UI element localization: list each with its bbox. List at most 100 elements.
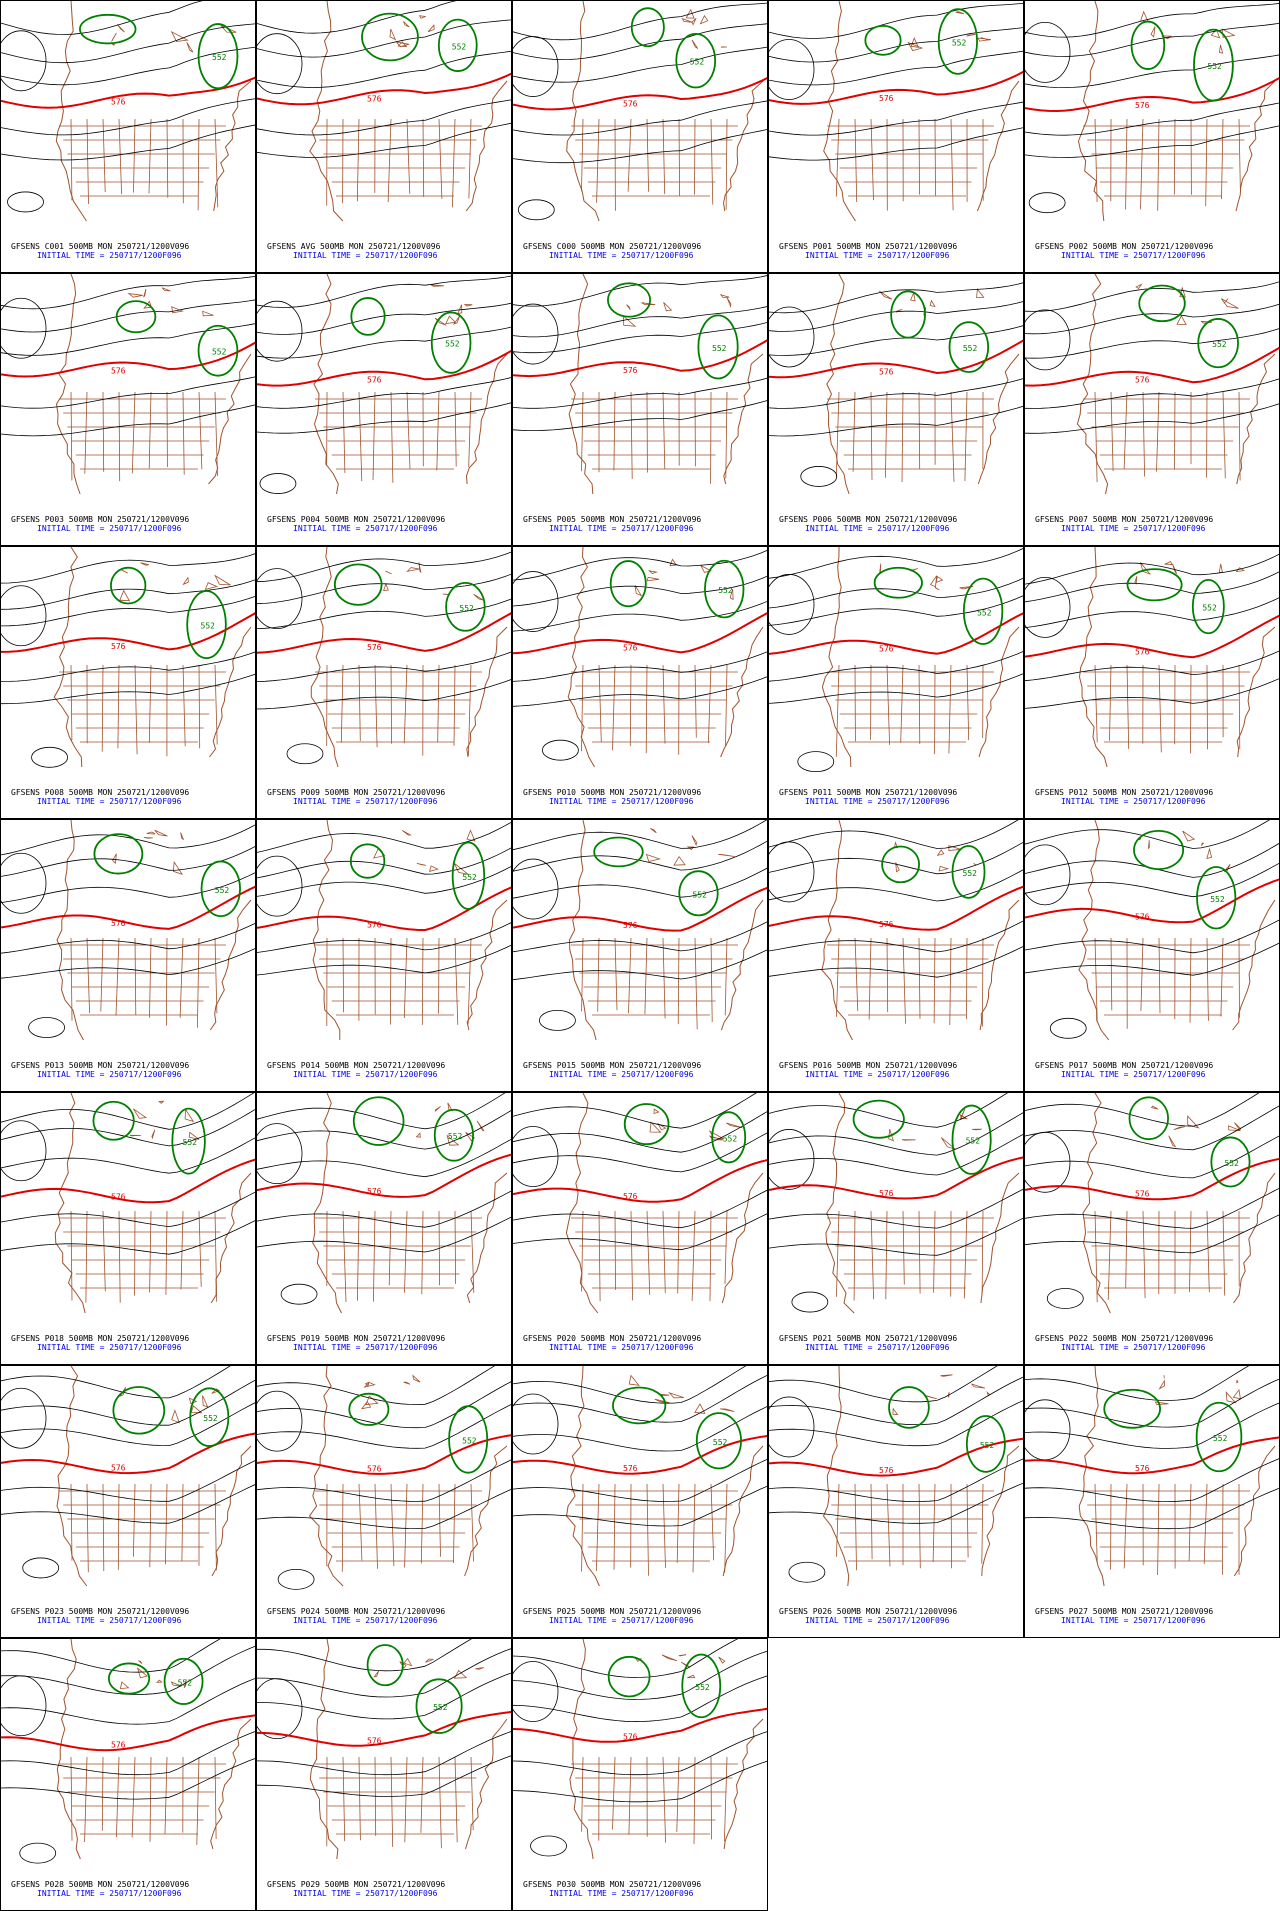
arctic-islands — [383, 562, 484, 601]
height-contour — [1025, 1458, 1279, 1503]
height-contour — [1025, 309, 1071, 371]
arctic-islands — [879, 288, 985, 317]
height-contour — [769, 651, 1023, 682]
height-contour — [1, 1109, 255, 1147]
height-contour — [797, 751, 835, 773]
height-contour — [257, 679, 511, 710]
state-borders — [571, 664, 738, 755]
state-borders — [827, 1210, 994, 1301]
height-contour — [513, 949, 767, 981]
contour-552 — [1197, 318, 1239, 369]
coastline — [1082, 1093, 1111, 1314]
arctic-islands — [389, 15, 435, 48]
coastline — [465, 353, 508, 485]
panel-init-time: INITIAL TIME = 250717/1200F096 — [805, 1616, 950, 1625]
height-contour — [769, 405, 1023, 437]
coastline — [823, 1, 856, 222]
height-contour — [513, 1661, 559, 1722]
contour-552 — [79, 13, 137, 45]
contour-576 — [257, 1434, 511, 1475]
state-borders — [59, 1483, 226, 1573]
contour-552 — [1210, 1136, 1251, 1188]
arctic-islands — [127, 287, 214, 317]
coastline — [723, 1718, 764, 1850]
contour-552 — [873, 566, 923, 599]
height-contour — [1025, 403, 1279, 434]
panel-title: GFSENS P024 500MB MON 250721/1200V096 — [267, 1607, 445, 1616]
contour-552 — [110, 566, 147, 605]
map: 576 552 GFSENS P027 500MB MON 250721/1200V… — [1025, 1366, 1279, 1625]
arctic-islands — [360, 1374, 421, 1410]
height-contour — [513, 36, 559, 97]
height-contour — [769, 1217, 1023, 1256]
height-contour — [769, 841, 1023, 875]
height-contour — [541, 739, 579, 761]
height-contour — [257, 855, 303, 917]
map-panel: 576 552 GFSENS P027 500MB MON 250721/1200V… — [1024, 1365, 1280, 1638]
contour-552 — [852, 1099, 905, 1139]
height-contour — [1025, 919, 1279, 954]
height-contour — [286, 743, 324, 765]
contour-552 — [1128, 1096, 1169, 1141]
height-contour — [769, 1458, 1023, 1502]
contour-576 — [769, 612, 1023, 655]
panel-init-time: INITIAL TIME = 250717/1200F096 — [293, 524, 438, 533]
height-contour — [513, 129, 767, 164]
panel-title: GFSENS P011 500MB MON 250721/1200V096 — [779, 788, 957, 797]
state-borders — [315, 1210, 482, 1303]
coastline — [1233, 1445, 1276, 1577]
height-contour — [1025, 1135, 1279, 1179]
contour-552 — [197, 324, 239, 377]
height-contour — [1025, 1187, 1279, 1229]
contour-552 — [415, 1678, 463, 1734]
height-contour — [513, 1485, 767, 1527]
panel-init-time: INITIAL TIME = 250717/1200F096 — [805, 1070, 950, 1079]
arctic-islands — [907, 11, 991, 52]
height-contour — [769, 869, 1023, 902]
height-contour — [257, 1216, 511, 1253]
contour-label: 552 — [462, 1436, 477, 1445]
contour-label: 552 — [1202, 604, 1217, 613]
height-contour — [1025, 571, 1279, 603]
panel-title: GFSENS P026 500MB MON 250721/1200V096 — [779, 1607, 957, 1616]
panel-init-time: INITIAL TIME = 250717/1200F096 — [293, 1070, 438, 1079]
height-contour — [1, 852, 47, 914]
contour-label: 552 — [980, 1441, 995, 1450]
panel-title: GFSENS AVG 500MB MON 250721/1200V096 — [267, 242, 441, 251]
coastline — [821, 820, 853, 1041]
height-contour — [769, 306, 815, 368]
panel-init-time: INITIAL TIME = 250717/1200F096 — [805, 251, 950, 260]
coastline — [567, 547, 595, 768]
contour-576 — [257, 72, 511, 106]
panel-title: GFSENS P022 500MB MON 250721/1200V096 — [1035, 1334, 1213, 1343]
contour-576 — [1, 76, 255, 109]
contour-552 — [189, 1387, 230, 1447]
contour-552 — [107, 1662, 151, 1695]
contour-label: 552 — [183, 1138, 198, 1147]
height-contour — [1, 673, 255, 705]
height-contour — [788, 1561, 826, 1583]
contour-552 — [681, 1653, 722, 1719]
panel-title: GFSENS P025 500MB MON 250721/1200V096 — [523, 1607, 701, 1616]
map: 576 552 GFSENS C001 500MB MON 250721/1200V… — [1, 1, 255, 260]
height-contour — [1, 596, 255, 627]
contour-552 — [333, 563, 383, 606]
contour-576 — [257, 1153, 511, 1198]
height-contour — [259, 473, 297, 494]
height-contour — [257, 1404, 511, 1449]
contour-label: 552 — [178, 1678, 193, 1687]
panel-title: GFSENS P007 500MB MON 250721/1200V096 — [1035, 515, 1213, 524]
contour-576 — [1025, 346, 1279, 387]
height-contour — [769, 301, 1023, 332]
height-contour — [19, 1842, 57, 1864]
height-contour — [1, 922, 255, 954]
height-contour — [1025, 553, 1279, 585]
height-contour — [513, 23, 767, 61]
height-contour — [513, 306, 767, 338]
height-contour — [31, 746, 68, 768]
height-contour — [1025, 820, 1270, 849]
coastline — [465, 80, 508, 212]
state-borders — [827, 664, 994, 757]
map: 576 552 GFSENS P013 500MB MON 250721/1200V… — [1, 820, 255, 1079]
height-contour — [257, 1381, 511, 1429]
